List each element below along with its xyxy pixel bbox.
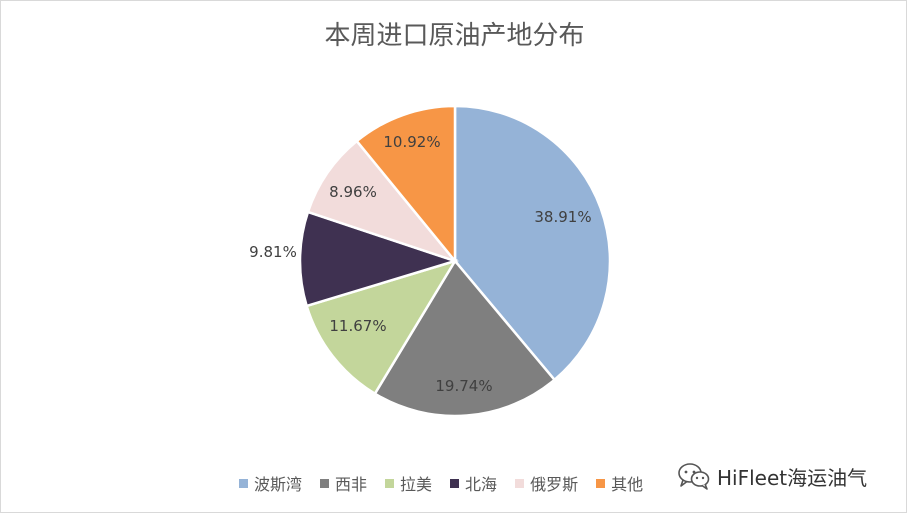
legend-label: 其他 bbox=[611, 475, 644, 494]
legend: 波斯湾 西非 拉美 北海 俄罗斯 其他 bbox=[239, 471, 643, 495]
data-label-6: 10.92% bbox=[383, 133, 440, 151]
legend-swatch bbox=[385, 478, 395, 488]
legend-item-4: 北海 bbox=[450, 471, 497, 495]
legend-item-1: 波斯湾 bbox=[239, 471, 302, 495]
pie-slice-4 bbox=[298, 210, 460, 308]
pie-slice-2 bbox=[373, 258, 557, 418]
data-label-1: 38.91% bbox=[534, 208, 591, 226]
legend-item-6: 其他 bbox=[596, 471, 643, 495]
legend-swatch bbox=[450, 478, 460, 488]
data-label-3: 11.67% bbox=[329, 317, 386, 335]
pie-slice-6 bbox=[355, 104, 457, 265]
legend-swatch bbox=[320, 478, 330, 488]
legend-label: 西非 bbox=[335, 475, 368, 494]
pie-slice-3 bbox=[305, 258, 458, 396]
legend-item-3: 拉美 bbox=[385, 471, 432, 495]
legend-label: 北海 bbox=[465, 475, 498, 494]
legend-item-2: 西非 bbox=[320, 471, 367, 495]
legend-swatch bbox=[239, 478, 248, 488]
legend-swatch bbox=[515, 478, 525, 488]
pie-slice-5 bbox=[306, 139, 459, 264]
data-label-5: 8.96% bbox=[329, 183, 377, 201]
data-label-2: 19.74% bbox=[435, 377, 492, 395]
legend-label: 波斯湾 bbox=[254, 475, 303, 494]
pie-slice-1 bbox=[453, 104, 612, 382]
legend-label: 俄罗斯 bbox=[530, 475, 579, 494]
legend-item-5: 俄罗斯 bbox=[515, 471, 578, 495]
legend-label: 拉美 bbox=[400, 475, 433, 494]
wechat-icon bbox=[678, 463, 710, 490]
watermark-text: HiFleet海运油气 bbox=[717, 465, 868, 490]
legend-swatch bbox=[596, 478, 606, 488]
data-label-4: 9.81% bbox=[249, 243, 297, 261]
chart-title: 本周进口原油产地分布 bbox=[324, 21, 585, 51]
watermark: HiFleet海运油气 bbox=[677, 461, 867, 491]
